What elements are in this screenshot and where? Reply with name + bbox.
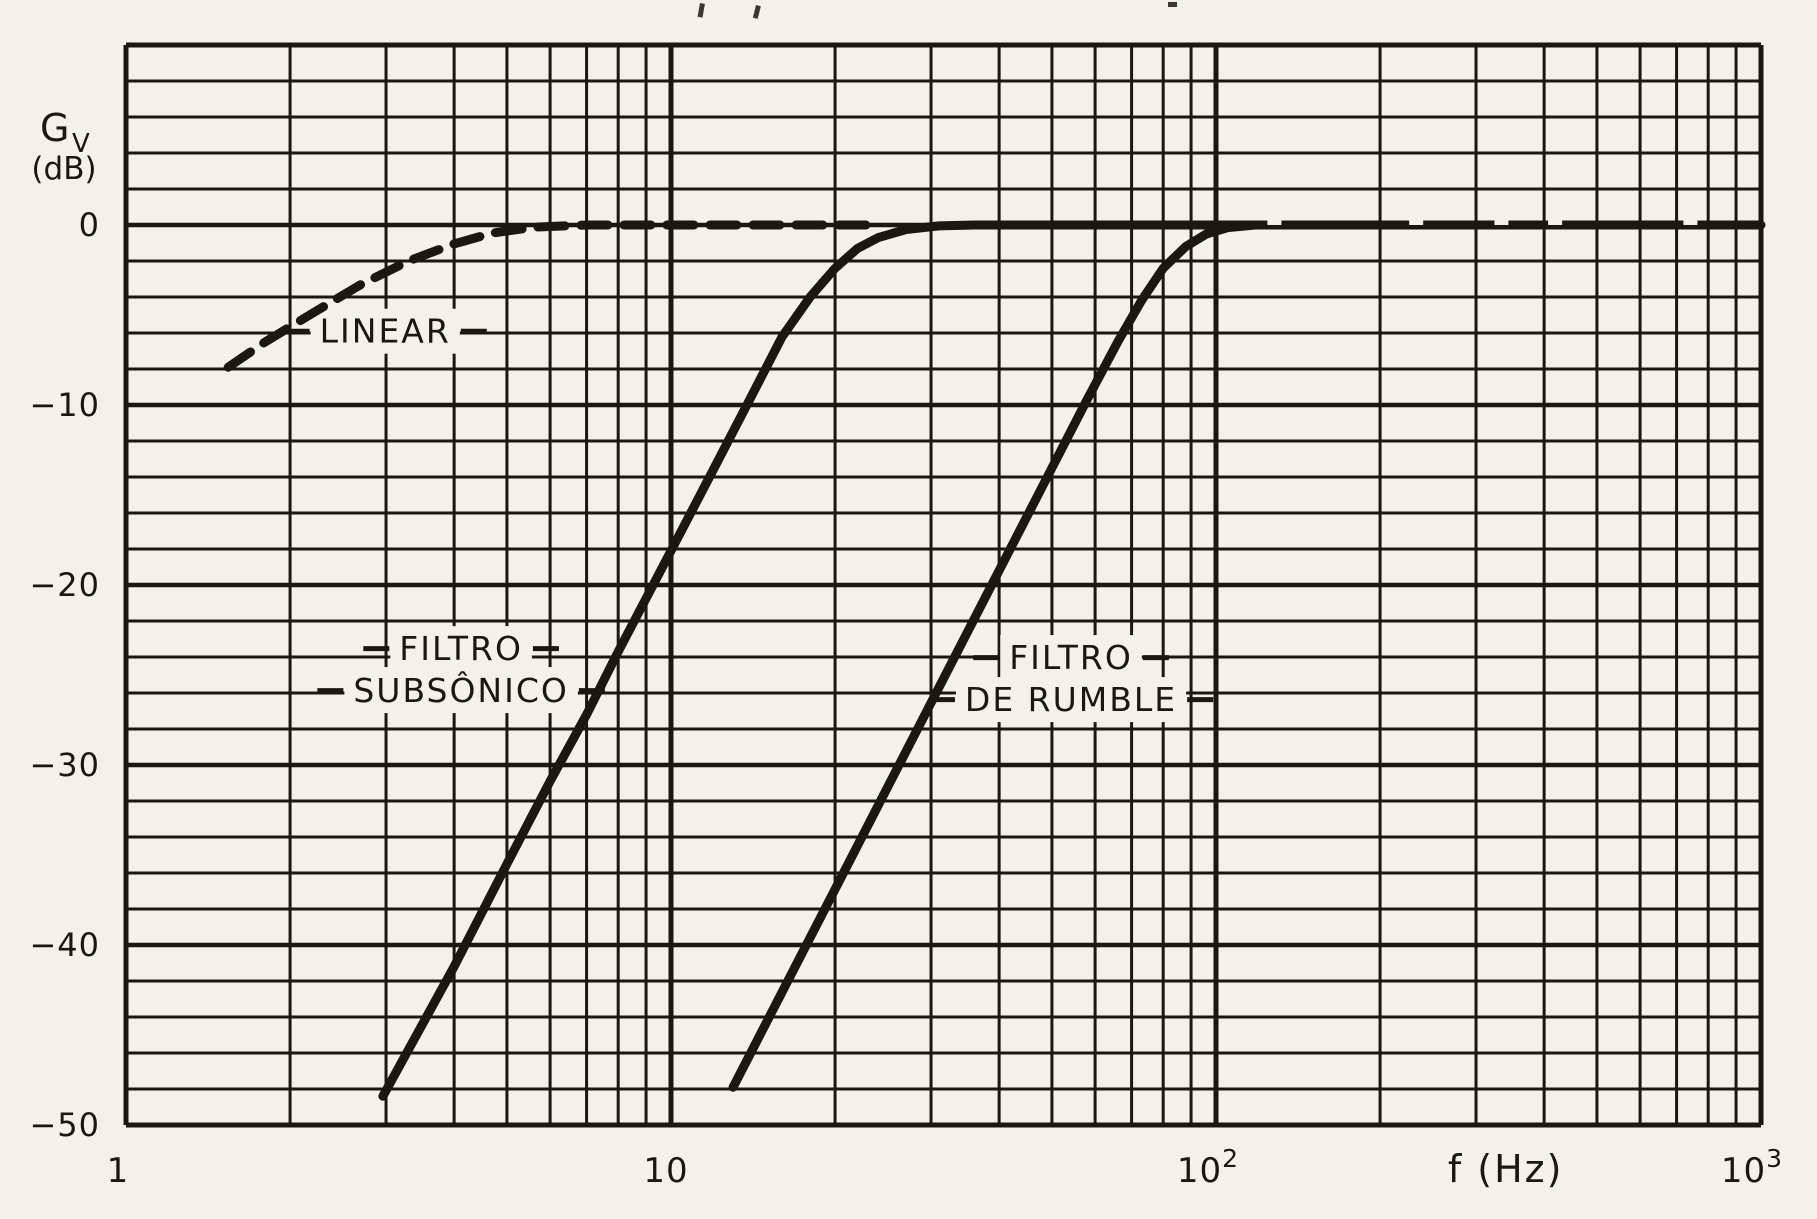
zero-line-dash-gap bbox=[1494, 220, 1509, 225]
label-patch bbox=[1000, 635, 1142, 681]
y-tick-label--40: −40 bbox=[29, 926, 100, 964]
curve-linear bbox=[223, 220, 878, 372]
scan-artifact bbox=[752, 5, 761, 19]
curve-label-filtro-subsonico-line2: SUBSÔNICO bbox=[353, 670, 569, 710]
zero-line-dash-gap bbox=[1409, 220, 1424, 225]
curve-label-filtro-subsonico-line1: FILTRO bbox=[399, 629, 523, 668]
scan-artifact bbox=[1168, 2, 1177, 7]
y-tick-label-0: 0 bbox=[79, 206, 100, 244]
label-patches bbox=[310, 308, 1187, 723]
curve-filtro-subs-nico bbox=[378, 220, 1766, 1101]
y-tick-label--20: −20 bbox=[29, 566, 100, 604]
curve-label-filtro-de-rumble-line2: DE RUMBLE bbox=[965, 680, 1177, 719]
label-patch bbox=[344, 667, 578, 714]
x-tick-label-10: 10 bbox=[643, 1151, 688, 1191]
zero-line-dash-gap bbox=[1267, 220, 1282, 225]
y-tick-label--30: −30 bbox=[29, 746, 100, 784]
zero-line-dash-gap bbox=[1683, 220, 1698, 225]
y-axis-symbol-subscript: V bbox=[72, 129, 90, 159]
y-axis-unit: (dB) bbox=[31, 151, 96, 187]
label-patch bbox=[955, 677, 1187, 723]
x-tick-label-100: 102 bbox=[1177, 1144, 1239, 1191]
x-tick-label-1: 1 bbox=[107, 1151, 130, 1191]
curve-label-linear-line1: LINEAR bbox=[320, 312, 451, 351]
scan-artifact bbox=[697, 3, 705, 18]
zero-line-dash-gaps bbox=[1267, 220, 1698, 225]
y-tick-label--50: −50 bbox=[29, 1106, 100, 1144]
curve-filtro-de-rumble bbox=[728, 220, 1260, 1092]
curves bbox=[223, 220, 1766, 1101]
x-tick-label-1000: 103 bbox=[1721, 1144, 1783, 1191]
grid bbox=[123, 42, 1764, 1128]
y-tick-label--10: −10 bbox=[29, 386, 100, 424]
label-patch bbox=[390, 626, 532, 672]
x-axis-title: f (Hz) bbox=[1448, 1147, 1564, 1191]
zero-line-dash-gap bbox=[1548, 220, 1563, 225]
y-axis-symbol: G bbox=[40, 106, 69, 150]
curve-label-filtro-de-rumble-line1: FILTRO bbox=[1009, 638, 1133, 677]
label-patch bbox=[310, 308, 460, 354]
